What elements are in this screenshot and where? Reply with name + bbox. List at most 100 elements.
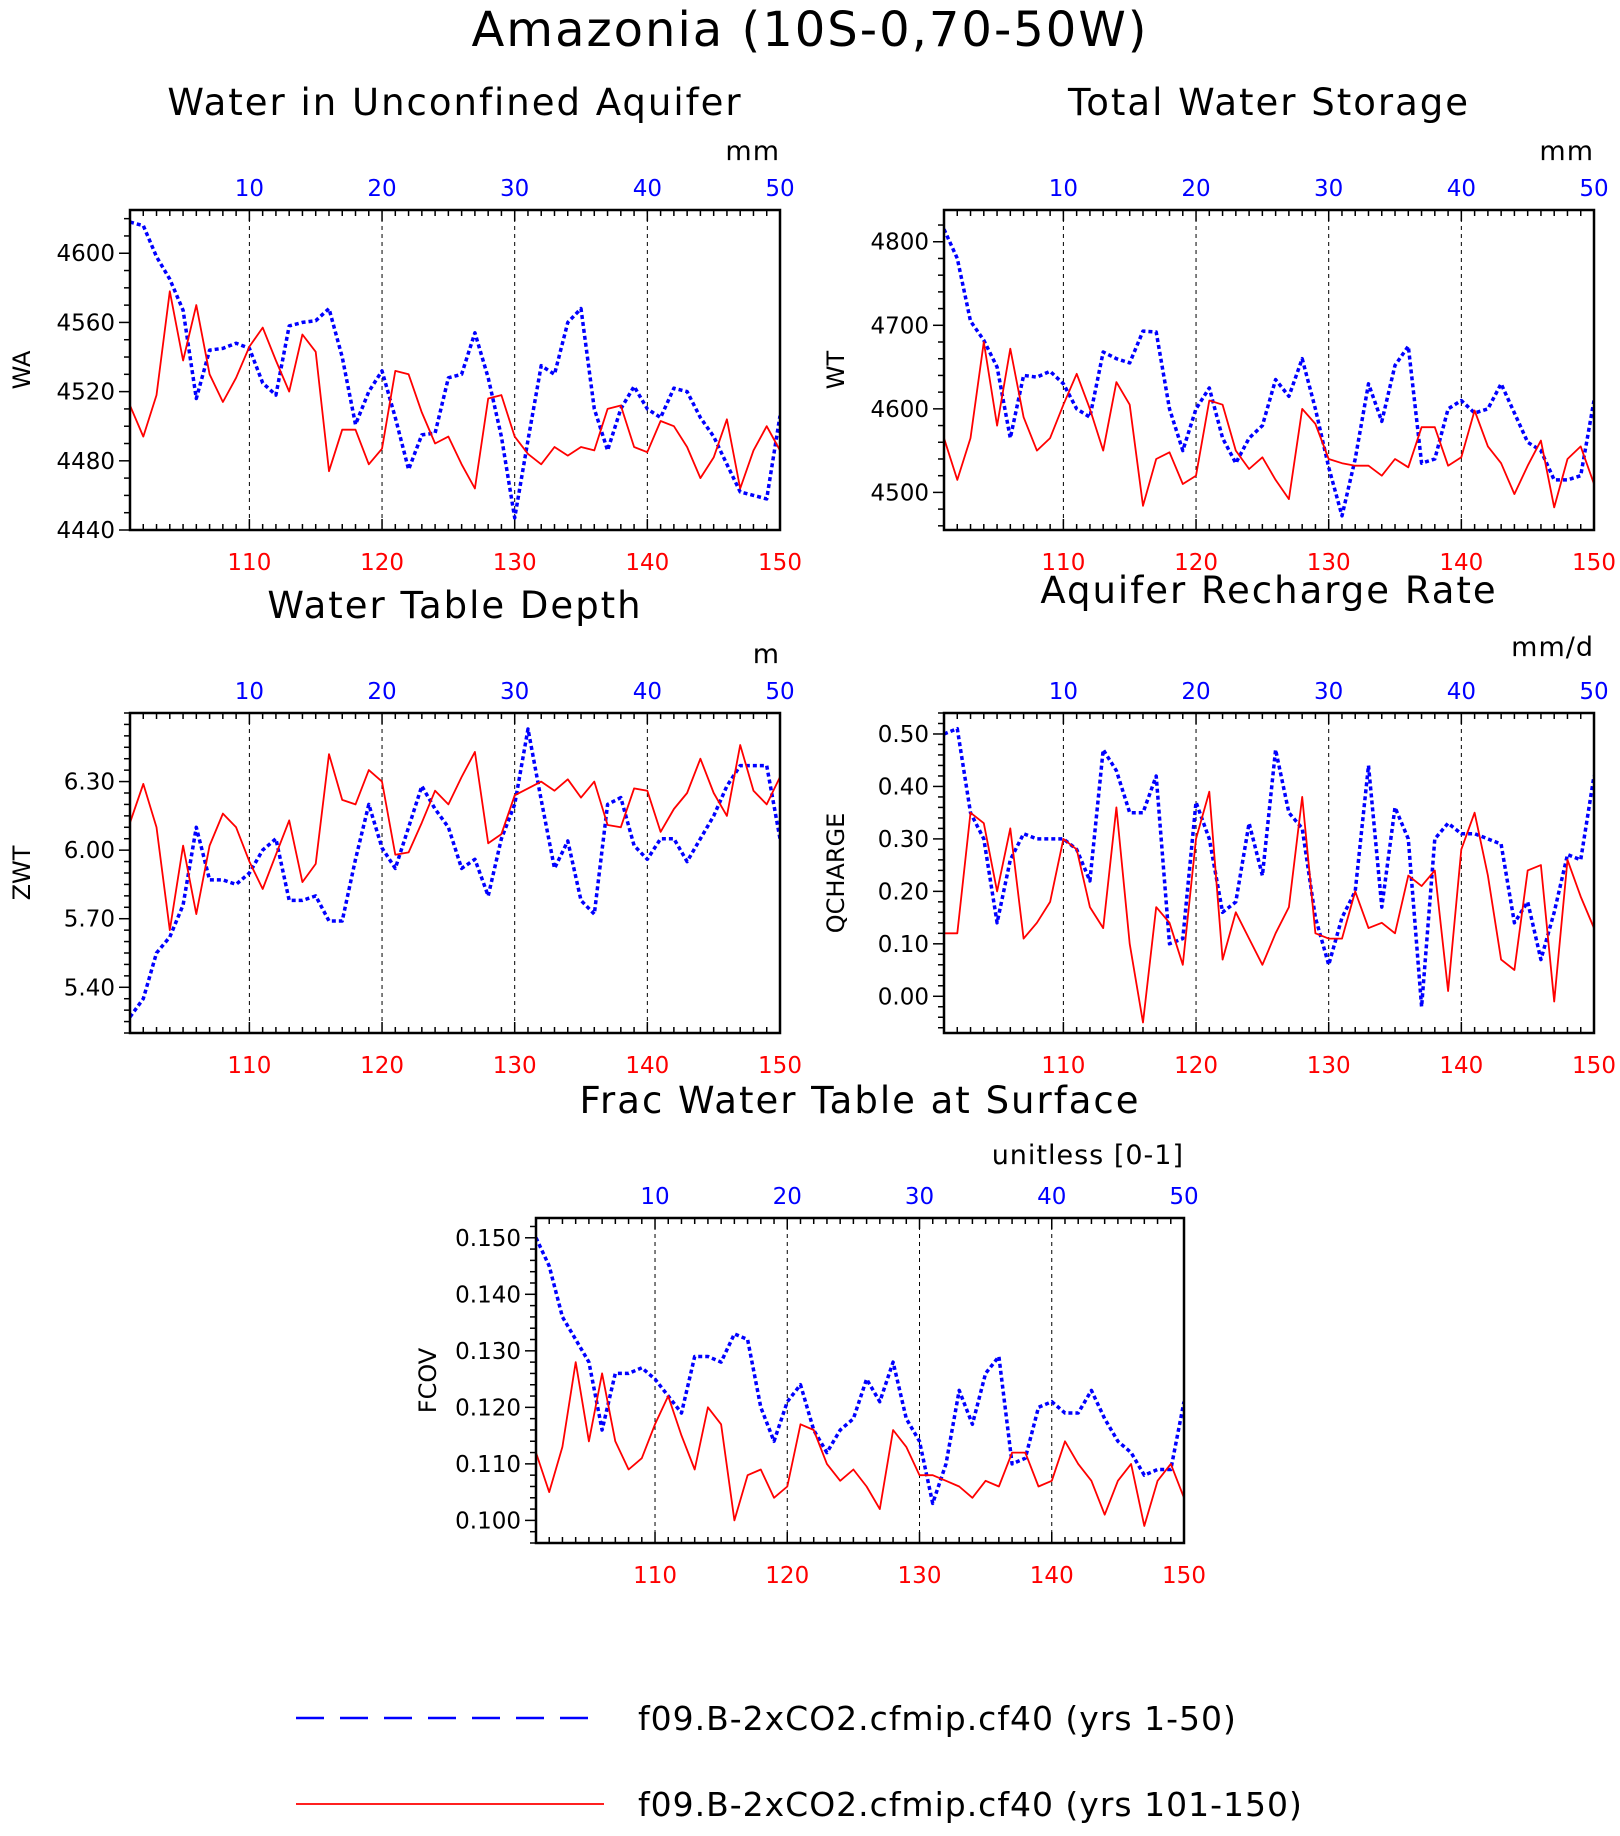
x-top-tick-label: 50 xyxy=(1579,679,1608,705)
x-top-tick-label: 50 xyxy=(765,176,794,202)
y-tick-label: 0.10 xyxy=(878,932,929,958)
x-top-tick-label: 30 xyxy=(500,679,529,705)
y-tick-label: 0.20 xyxy=(878,879,929,905)
x-top-tick-label: 40 xyxy=(1447,176,1476,202)
x-top-tick-label: 50 xyxy=(1169,1184,1198,1210)
y-axis-label: ZWT xyxy=(8,845,36,900)
y-tick-label: 4500 xyxy=(870,480,929,506)
y-tick-label: 0.150 xyxy=(455,1226,521,1252)
y-tick-label: 6.30 xyxy=(64,770,115,796)
x-top-tick-label: 10 xyxy=(235,679,264,705)
y-axis-label: QCHARGE xyxy=(822,813,850,934)
x-bottom-tick-label: 120 xyxy=(1174,550,1218,576)
x-top-tick-label: 30 xyxy=(1314,176,1343,202)
panels: Water in Unconfined Aquifer mm 4440 4480 452… xyxy=(8,81,1616,1589)
units-label: mm xyxy=(725,136,780,167)
x-bottom-tick-label: 110 xyxy=(1041,550,1085,576)
x-top-tick-label: 30 xyxy=(1314,679,1343,705)
x-bottom-tick-label: 140 xyxy=(1030,1563,1074,1589)
units-label: mm/d xyxy=(1511,632,1594,663)
series-yrs-101-150-line xyxy=(130,290,780,490)
y-tick-label: 4440 xyxy=(56,518,115,544)
plot-frame xyxy=(534,1216,1186,1545)
x-top-tick-label: 20 xyxy=(367,176,396,202)
x-top-tick-label: 20 xyxy=(773,1184,802,1210)
y-tick-label: 0.120 xyxy=(455,1395,521,1421)
y-tick-label: 0.130 xyxy=(455,1339,521,1365)
series-yrs-1-50-line xyxy=(130,220,780,520)
y-tick-label: 4520 xyxy=(56,380,115,406)
x-bottom-tick-label: 150 xyxy=(758,550,802,576)
x-bottom-tick-label: 120 xyxy=(360,1053,404,1079)
panel-title: Frac Water Table at Surface xyxy=(579,1079,1140,1122)
series-yrs-1-50-line xyxy=(944,228,1594,518)
y-tick-label: 0.30 xyxy=(878,827,929,853)
x-bottom-tick-label: 140 xyxy=(625,1053,669,1079)
x-top-tick-label: 50 xyxy=(765,679,794,705)
x-top-tick-label: 30 xyxy=(905,1184,934,1210)
plot-frame xyxy=(942,208,1596,532)
legend: f09.B-2xCO2.cfmip.cf40 (yrs 1-50) f09.B-2… xyxy=(296,1699,1303,1824)
panel-title: Water Table Depth xyxy=(267,584,642,627)
y-tick-label: 4700 xyxy=(870,313,929,339)
series-yrs-101-150-line xyxy=(536,1361,1184,1527)
x-bottom-tick-label: 150 xyxy=(1572,550,1616,576)
units-label: unitless [0-1] xyxy=(992,1140,1184,1171)
chart-panel-3: Water Table Depth m 5.40 5.70 6.00 6.30 10 20 30… xyxy=(8,584,802,1079)
y-axis-label: WT xyxy=(822,350,850,389)
y-tick-label: 4560 xyxy=(56,310,115,336)
x-bottom-tick-label: 150 xyxy=(1572,1053,1616,1079)
series-yrs-101-150-line xyxy=(944,341,1594,509)
x-bottom-tick-label: 140 xyxy=(625,550,669,576)
x-bottom-tick-label: 110 xyxy=(227,1053,271,1079)
plot-frame xyxy=(128,711,782,1035)
panel-title: Total Water Storage xyxy=(1067,81,1470,124)
y-tick-label: 0.140 xyxy=(455,1282,521,1308)
chart-panel-1: Water in Unconfined Aquifer mm 4440 4480 452… xyxy=(8,81,802,576)
panel-title: Water in Unconfined Aquifer xyxy=(167,81,742,124)
x-top-tick-label: 20 xyxy=(1181,679,1210,705)
x-top-tick-label: 50 xyxy=(1579,176,1608,202)
x-bottom-tick-label: 130 xyxy=(493,550,537,576)
x-bottom-tick-label: 130 xyxy=(898,1563,942,1589)
chart-panel-2: Total Water Storage mm 4500 4600 4700 4800 10 2… xyxy=(822,81,1616,576)
y-tick-label: 5.40 xyxy=(64,975,115,1001)
legend-label: f09.B-2xCO2.cfmip.cf40 (yrs 101-150) xyxy=(638,1785,1303,1824)
x-top-tick-label: 10 xyxy=(1049,679,1078,705)
series-yrs-1-50-line xyxy=(130,727,780,1019)
y-tick-label: 0.100 xyxy=(455,1508,521,1534)
x-bottom-tick-label: 130 xyxy=(493,1053,537,1079)
y-tick-label: 4800 xyxy=(870,230,929,256)
y-tick-label: 4480 xyxy=(56,449,115,475)
plot-frame xyxy=(942,711,1596,1035)
x-top-tick-label: 10 xyxy=(235,176,264,202)
chart-panel-4: Aquifer Recharge Rate mm/d 0.00 0.10 0.20 0.3… xyxy=(822,569,1616,1079)
x-top-tick-label: 20 xyxy=(1181,176,1210,202)
y-tick-label: 0.40 xyxy=(878,774,929,800)
y-tick-label: 6.00 xyxy=(64,838,115,864)
series-yrs-101-150-line xyxy=(944,790,1594,1024)
x-bottom-tick-label: 140 xyxy=(1439,550,1483,576)
x-top-tick-label: 10 xyxy=(640,1184,669,1210)
y-tick-label: 0.00 xyxy=(878,984,929,1010)
y-tick-label: 4600 xyxy=(870,397,929,423)
x-bottom-tick-label: 110 xyxy=(227,550,271,576)
y-axis-label: WA xyxy=(8,350,36,389)
y-tick-label: 0.110 xyxy=(455,1452,521,1478)
series-yrs-1-50-line xyxy=(536,1237,1184,1506)
plot-frame xyxy=(128,208,782,532)
x-top-tick-label: 10 xyxy=(1049,176,1078,202)
x-top-tick-label: 30 xyxy=(500,176,529,202)
x-bottom-tick-label: 110 xyxy=(633,1563,677,1589)
legend-label: f09.B-2xCO2.cfmip.cf40 (yrs 1-50) xyxy=(638,1699,1237,1738)
x-bottom-tick-label: 130 xyxy=(1307,1053,1351,1079)
x-bottom-tick-label: 140 xyxy=(1439,1053,1483,1079)
x-top-tick-label: 40 xyxy=(1447,679,1476,705)
chart-panel-5: Frac Water Table at Surface unitless [0-1… xyxy=(414,1079,1206,1589)
x-bottom-tick-label: 110 xyxy=(1041,1053,1085,1079)
x-top-tick-label: 20 xyxy=(367,679,396,705)
series-yrs-1-50-line xyxy=(944,726,1594,1009)
panel-title: Aquifer Recharge Rate xyxy=(1040,569,1497,612)
